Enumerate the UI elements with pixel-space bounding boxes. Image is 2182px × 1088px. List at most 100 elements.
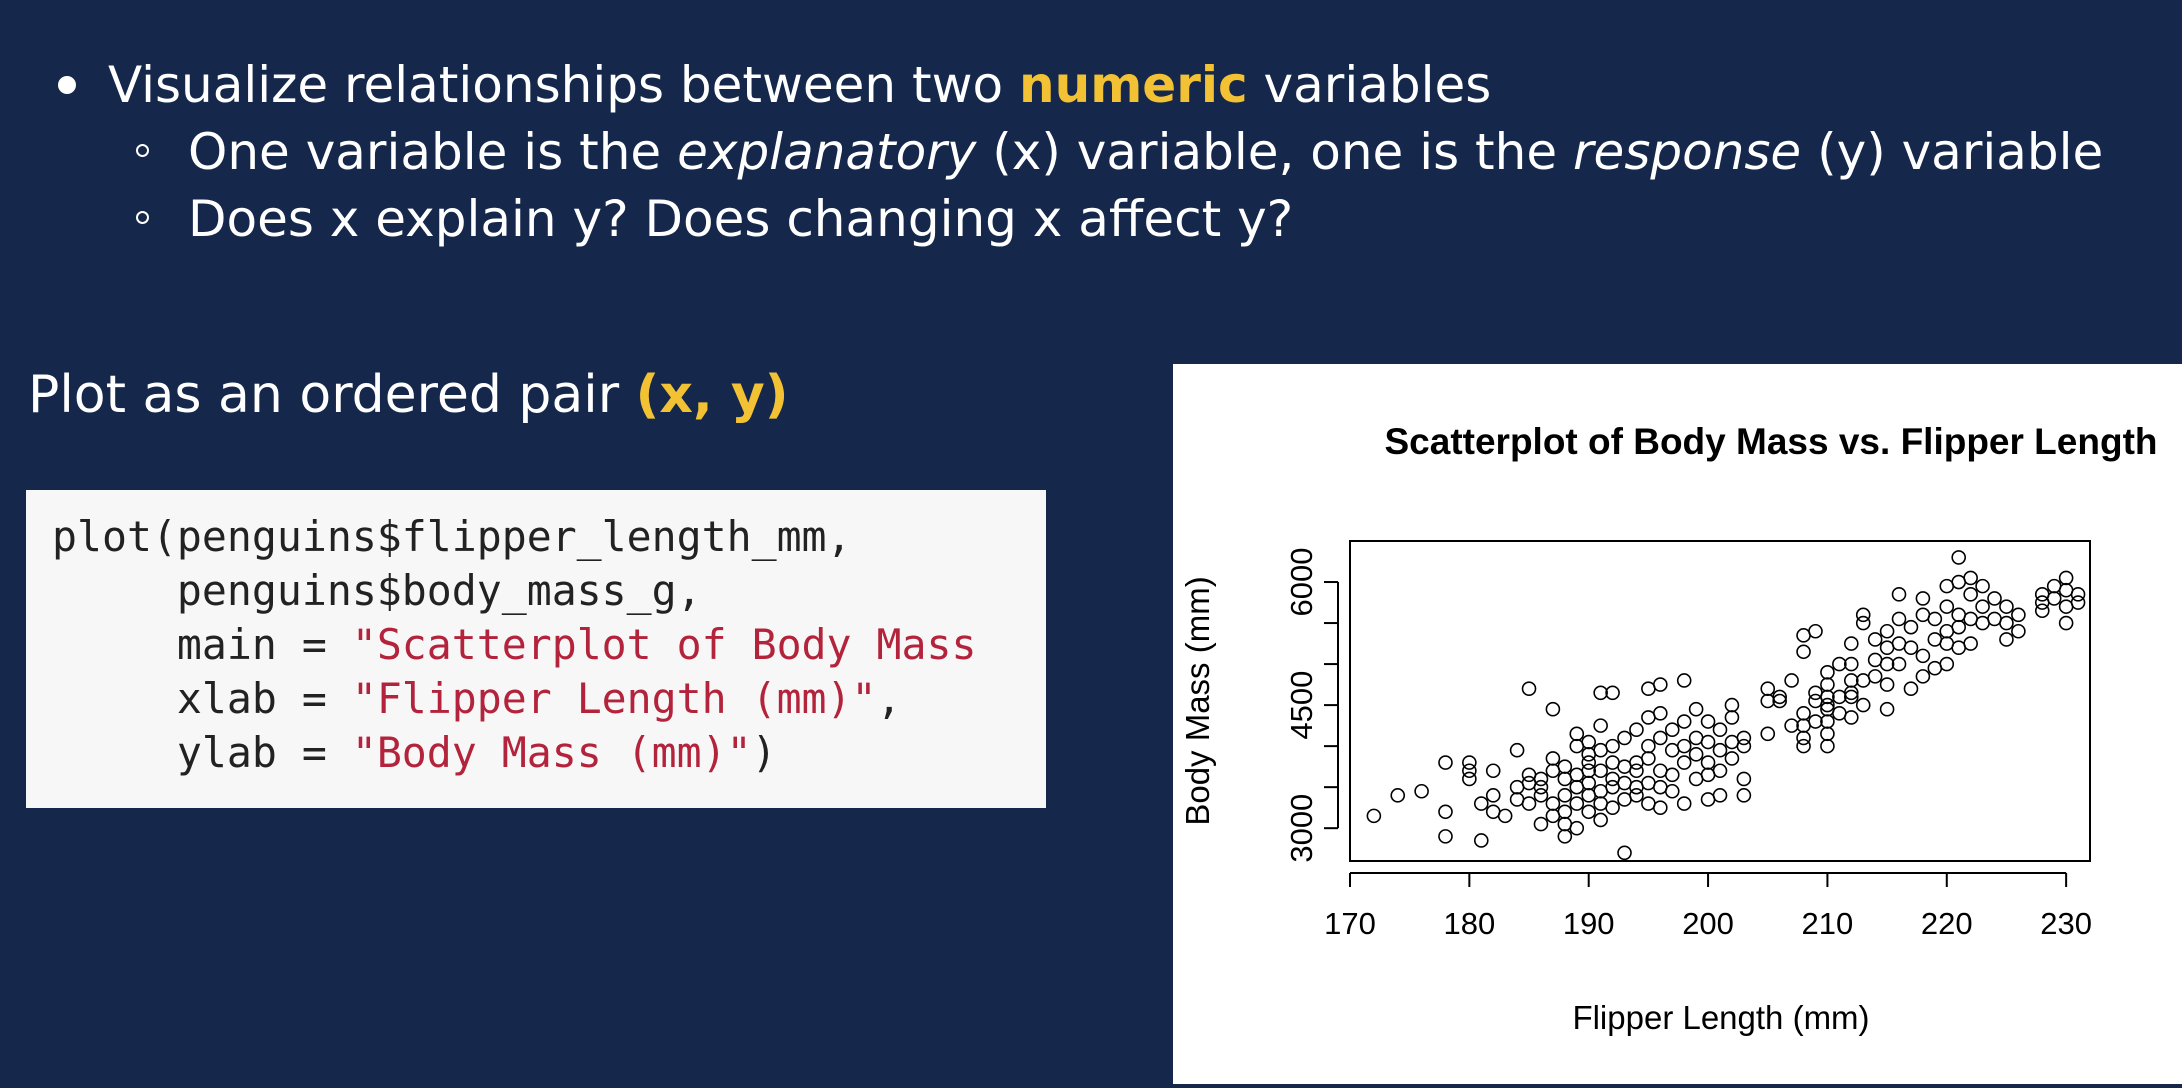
data-point [1521,767,1537,783]
data-point [1653,706,1668,721]
data-point [1688,730,1704,746]
data-point [1569,820,1585,836]
data-point [1485,763,1501,779]
data-point [1951,619,1967,635]
code-line-5: ylab = "Body Mass (mm)") [52,726,1046,780]
bullet-list: Visualize relationships between two nume… [50,52,2103,253]
chart-title: Scatterplot of Body Mass vs. Flipper Len… [1385,421,2158,462]
x-tick-label: 230 [2040,906,2092,941]
data-point [2046,578,2062,594]
data-point [1939,578,1955,594]
data-point [2011,607,2026,623]
x-axis-label: Flipper Length (mm) [1572,999,1869,1036]
data-point [1832,656,1847,672]
data-point [1808,685,1823,701]
code-text: ylab = [52,728,352,777]
data-point [1462,763,1477,779]
data-point [1724,710,1740,725]
data-point [1700,792,1716,807]
data-point [2034,587,2050,602]
data-point [1569,738,1585,754]
data-point [1951,607,1967,623]
data-point [1581,734,1597,750]
data-point [1784,718,1799,733]
code-block: plot(penguins$flipper_length_mm, penguin… [26,490,1046,808]
data-point [1653,763,1668,779]
data-point [1891,656,1907,672]
data-point [1843,689,1859,705]
data-point [1593,742,1608,758]
data-point [1653,730,1668,746]
data-point [1951,574,1967,590]
data-point [1820,714,1835,729]
data-point [1497,808,1513,824]
data-point [1987,591,2002,606]
data-point [1509,792,1525,807]
data-point [1843,636,1859,651]
data-point [1867,652,1883,668]
data-point [1581,747,1597,762]
data-point [1939,599,1955,614]
data-point [1760,693,1776,709]
data-point [1521,796,1537,811]
data-point [1664,722,1680,738]
x-tick-label: 200 [1682,906,1734,941]
data-point [1605,685,1620,701]
data-point [1999,615,2014,631]
x-tick-label: 180 [1443,906,1495,941]
data-point [2058,615,2074,631]
data-point [1927,632,1943,647]
data-point [1485,788,1501,803]
data-point [1557,829,1573,844]
data-point [2058,570,2074,586]
data-point [1772,689,1787,705]
y-tick-label: 4500 [1284,671,1319,740]
data-point [1724,751,1740,766]
data-point [1879,623,1895,639]
data-point [1545,763,1561,779]
data-point [1593,796,1608,811]
data-point [1414,783,1429,799]
data-point [2070,587,2086,602]
x-tick-label: 170 [1324,906,1376,941]
data-point [1438,755,1453,770]
data-point [1641,751,1656,766]
data-point [1581,763,1597,779]
data-point [1676,714,1692,729]
data-point [1951,640,1967,655]
data-point [1939,623,1955,639]
data-point [1999,599,2014,614]
data-point [1438,829,1453,844]
code-text: ) [751,728,777,777]
bullet-sub-question: Does x explain y? Does changing x affect… [50,186,2103,253]
data-point [1772,693,1787,709]
data-point [1593,783,1608,799]
data-point [1879,701,1895,717]
data-point [1688,771,1704,787]
axes: 170 180 190 200 210 220 230 3000 4500 6000 [1284,548,2092,941]
data-point [1796,628,1811,643]
data-point [1891,611,1907,627]
data-point [1557,816,1573,832]
code-text: plot(penguins$flipper_length_mm, [52,512,852,561]
y-tick-label: 3000 [1284,794,1319,863]
data-point [1975,578,1990,594]
data-point [1605,800,1620,815]
data-point [1533,779,1549,795]
data-point [1676,755,1692,770]
data-point [1641,775,1656,791]
ordered-pair-heading: Plot as an ordered pair (x, y) [28,365,788,425]
code-string: "Flipper Length (mm)" [351,674,877,723]
data-point [1700,734,1716,750]
data-point [1736,738,1752,754]
data-point [1855,607,1871,623]
data-point [1533,771,1549,787]
data-point [1545,808,1561,824]
code-line-3: main = "Scatterplot of Body Mass [52,618,1046,672]
data-point [1891,636,1907,651]
data-point [1688,701,1704,717]
data-point [1557,759,1573,774]
data-point [1545,796,1561,811]
plot-box [1349,540,2091,862]
data-point [1843,710,1859,725]
